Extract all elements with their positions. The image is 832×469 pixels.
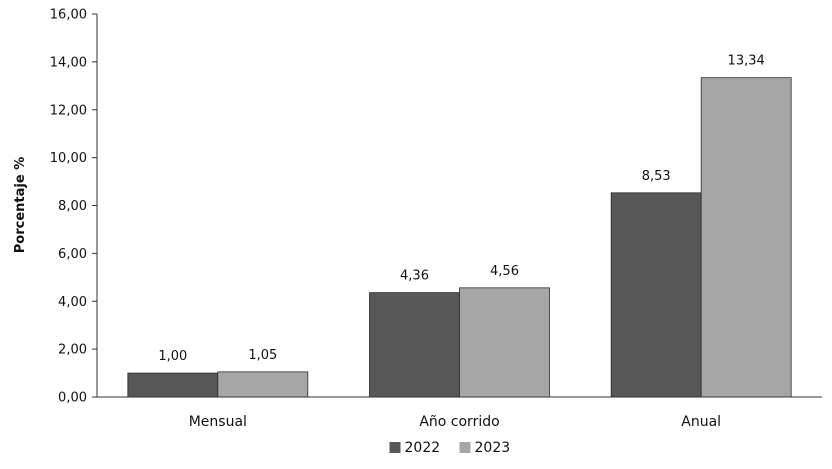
bar-2022 xyxy=(127,372,219,398)
bar-2022 xyxy=(369,292,460,398)
bar-2023 xyxy=(700,77,792,398)
category-label: Mensual xyxy=(189,414,247,430)
legend: 2022 2023 xyxy=(389,440,511,456)
y-axis-title: Porcentaje % xyxy=(13,157,28,253)
y-tick-label: 12,00 xyxy=(50,103,87,118)
y-tick-label: 8,00 xyxy=(58,199,87,214)
bar-2023 xyxy=(459,287,550,398)
y-tick-label: 10,00 xyxy=(50,151,87,166)
y-tick-label: 16,00 xyxy=(50,8,87,23)
data-label: 4,56 xyxy=(490,264,519,279)
legend-label: 2022 xyxy=(405,440,441,456)
legend-swatch-2023 xyxy=(459,442,471,453)
y-tick-label: 2,00 xyxy=(58,343,87,358)
legend-swatch-2022 xyxy=(389,442,401,453)
data-label: 4,36 xyxy=(400,269,429,284)
y-tick-label: 4,00 xyxy=(58,295,87,310)
y-tick-label: 14,00 xyxy=(50,55,87,70)
bar-2022 xyxy=(610,192,702,398)
data-label: 1,00 xyxy=(158,349,187,364)
data-label: 8,53 xyxy=(642,169,671,184)
y-tick-label: 6,00 xyxy=(58,247,87,262)
category-label: Anual xyxy=(681,414,721,430)
data-label: 13,34 xyxy=(728,54,765,69)
category-label: Año corrido xyxy=(419,414,499,430)
bar-2023 xyxy=(217,371,309,398)
data-label: 1,05 xyxy=(248,348,277,363)
legend-label: 2023 xyxy=(475,440,511,456)
y-tick-label: 0,00 xyxy=(58,391,87,406)
